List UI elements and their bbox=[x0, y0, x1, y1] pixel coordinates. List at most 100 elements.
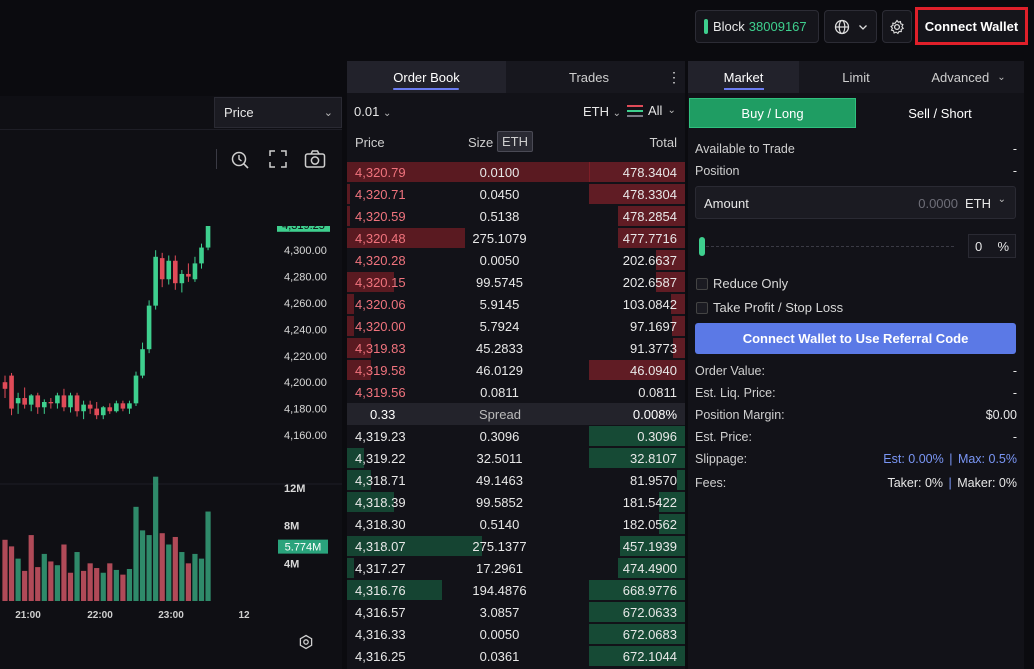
row-total: 181.5422 bbox=[622, 495, 677, 510]
total-depth-bar bbox=[589, 162, 685, 182]
price-tick: 4,200.00 bbox=[284, 377, 327, 389]
connect-wallet-button[interactable]: Connect Wallet bbox=[915, 7, 1028, 45]
slider-handle[interactable] bbox=[699, 237, 705, 256]
ask-row[interactable]: 4,320.59 0.5138 478.2854 bbox=[347, 205, 685, 227]
row-size: 275.1377 bbox=[472, 539, 527, 554]
row-total: 182.0562 bbox=[622, 517, 677, 532]
candle-body bbox=[74, 395, 80, 412]
tp-sl-label: Take Profit / Stop Loss bbox=[713, 300, 844, 315]
ask-row[interactable]: 4,320.06 5.9145 103.0842 bbox=[347, 293, 685, 315]
total-depth-bar bbox=[659, 492, 685, 512]
fullscreen-icon[interactable] bbox=[268, 149, 288, 169]
amount-label: Amount bbox=[704, 196, 749, 211]
bid-row[interactable]: 4,316.33 0.0050 672.0683 bbox=[347, 623, 685, 645]
reduce-only-checkbox[interactable] bbox=[696, 278, 708, 290]
ask-row[interactable]: 4,320.48 275.1079 477.7716 bbox=[347, 227, 685, 249]
chart-type-dropdown[interactable]: Price ⌄ bbox=[214, 97, 342, 128]
row-price: 4,320.00 bbox=[355, 319, 406, 334]
time-tick: 12 bbox=[238, 610, 250, 621]
slippage-label: Slippage: bbox=[695, 452, 748, 466]
candle-body bbox=[107, 407, 113, 412]
amount-unit-selector[interactable]: ETH bbox=[965, 196, 991, 211]
ask-row[interactable]: 4,320.28 0.0050 202.6637 bbox=[347, 249, 685, 271]
bid-row[interactable]: 4,318.07 275.1377 457.1939 bbox=[347, 535, 685, 557]
slippage-values[interactable]: Est: 0.00% | Max: 0.5% bbox=[883, 452, 1017, 466]
row-total: 477.7716 bbox=[622, 231, 677, 246]
liq-price-row: Est. Liq. Price: - bbox=[695, 386, 1017, 400]
bid-row[interactable]: 4,317.27 17.2961 474.4900 bbox=[347, 557, 685, 579]
size-depth-bar bbox=[347, 228, 466, 248]
ask-row[interactable]: 4,319.58 46.0129 46.0940 bbox=[347, 359, 685, 381]
row-size: 0.0450 bbox=[479, 187, 520, 202]
fees-values: Taker: 0% | Maker: 0% bbox=[887, 476, 1017, 490]
candle-body bbox=[199, 247, 204, 264]
bid-row[interactable]: 4,319.23 0.3096 0.3096 bbox=[347, 425, 685, 447]
bid-row[interactable]: 4,319.22 32.5011 32.8107 bbox=[347, 447, 685, 469]
bid-row[interactable]: 4,318.30 0.5140 182.0562 bbox=[347, 513, 685, 535]
chevron-down-icon: ⌄ bbox=[997, 71, 1006, 83]
buy-long-button[interactable]: Buy / Long bbox=[689, 98, 856, 128]
ask-row[interactable]: 4,320.15 99.5745 202.6587 bbox=[347, 271, 685, 293]
ask-row[interactable]: 4,319.83 45.2833 91.3773 bbox=[347, 337, 685, 359]
row-price: 4,316.57 bbox=[355, 605, 406, 620]
candle-body bbox=[192, 263, 198, 280]
ask-row[interactable]: 4,320.79 0.0100 478.3404 bbox=[347, 161, 685, 183]
tab-trades[interactable]: Trades bbox=[507, 61, 671, 93]
total-depth-bar bbox=[619, 536, 685, 556]
fees-row: Fees: Taker: 0% | Maker: 0% bbox=[695, 476, 1017, 490]
current-price-text: 4,319.25 bbox=[282, 226, 325, 232]
sell-short-button[interactable]: Sell / Short bbox=[908, 105, 972, 121]
size-depth-bar bbox=[347, 492, 395, 512]
candle-body bbox=[159, 258, 165, 280]
est-price-label: Est. Price: bbox=[695, 430, 752, 444]
connect-wallet-referral-button[interactable]: Connect Wallet to Use Referral Code bbox=[695, 323, 1016, 354]
ask-row[interactable]: 4,320.71 0.0450 478.3304 bbox=[347, 183, 685, 205]
bid-row[interactable]: 4,318.71 49.1463 81.9570 bbox=[347, 469, 685, 491]
size-unit-toggle[interactable]: ETH bbox=[497, 131, 533, 152]
row-size: 49.1463 bbox=[476, 473, 523, 488]
bid-row[interactable]: 4,316.76 194.4876 668.9776 bbox=[347, 579, 685, 601]
indicator-icon[interactable] bbox=[229, 149, 251, 171]
est-price-row: Est. Price: - bbox=[695, 430, 1017, 444]
tab-label: Limit bbox=[842, 69, 870, 85]
amount-field[interactable]: Amount 0.0000 ETH ⌄ bbox=[695, 186, 1016, 219]
row-total: 457.1939 bbox=[622, 539, 677, 554]
bid-row[interactable]: 4,316.57 3.0857 672.0633 bbox=[347, 601, 685, 623]
percent-input[interactable]: 0 % bbox=[968, 234, 1016, 258]
settings-button[interactable] bbox=[882, 10, 912, 43]
chart-settings-icon[interactable] bbox=[299, 634, 313, 650]
candle-body bbox=[100, 407, 106, 416]
row-total: 202.6587 bbox=[622, 275, 677, 290]
tab-order-book[interactable]: Order Book bbox=[347, 61, 506, 93]
bid-row[interactable]: 4,318.39 99.5852 181.5422 bbox=[347, 491, 685, 513]
volume-bar bbox=[74, 552, 80, 601]
book-filter-value: All bbox=[648, 103, 663, 118]
total-depth-bar bbox=[589, 624, 685, 644]
tp-sl-checkbox[interactable] bbox=[696, 302, 708, 314]
leverage-slider[interactable] bbox=[701, 246, 954, 248]
tick-size-selector[interactable]: 0.01 ⌄ bbox=[354, 104, 391, 119]
ask-row[interactable]: 4,319.56 0.0811 0.0811 bbox=[347, 381, 685, 403]
volume-bar bbox=[166, 544, 172, 601]
asset-selector[interactable]: ETH ⌄ bbox=[583, 104, 621, 119]
volume-bar bbox=[205, 511, 211, 601]
more-options-icon[interactable]: ⋮ bbox=[667, 69, 681, 85]
bid-row[interactable]: 4,316.25 0.0361 672.1044 bbox=[347, 645, 685, 667]
price-chart[interactable]: 4,360.004,340.004,319.254,300.004,280.00… bbox=[0, 226, 342, 669]
row-total: 672.0683 bbox=[622, 627, 677, 642]
candle-body bbox=[28, 395, 34, 405]
tab-advanced[interactable]: Advanced ⌄ bbox=[913, 61, 1024, 93]
camera-icon[interactable] bbox=[304, 149, 326, 169]
language-selector[interactable] bbox=[824, 10, 877, 43]
tab-market[interactable]: Market bbox=[688, 61, 799, 93]
order-book-toolbar: 0.01 ⌄ ETH ⌄ All ⌄ bbox=[347, 97, 685, 125]
tab-limit[interactable]: Limit bbox=[800, 61, 912, 93]
chevron-down-icon: ⌄ bbox=[997, 194, 1006, 205]
candle-body bbox=[186, 273, 191, 277]
book-filter-selector[interactable]: All ⌄ bbox=[627, 103, 676, 118]
globe-icon bbox=[834, 19, 849, 34]
chart-panel[interactable]: Price ⌄ 4,360.004,340.004,319.254,300.00… bbox=[0, 96, 342, 669]
row-size: 275.1079 bbox=[472, 231, 527, 246]
ask-row[interactable]: 4,320.00 5.7924 97.1697 bbox=[347, 315, 685, 337]
asset-value: ETH bbox=[583, 104, 609, 119]
